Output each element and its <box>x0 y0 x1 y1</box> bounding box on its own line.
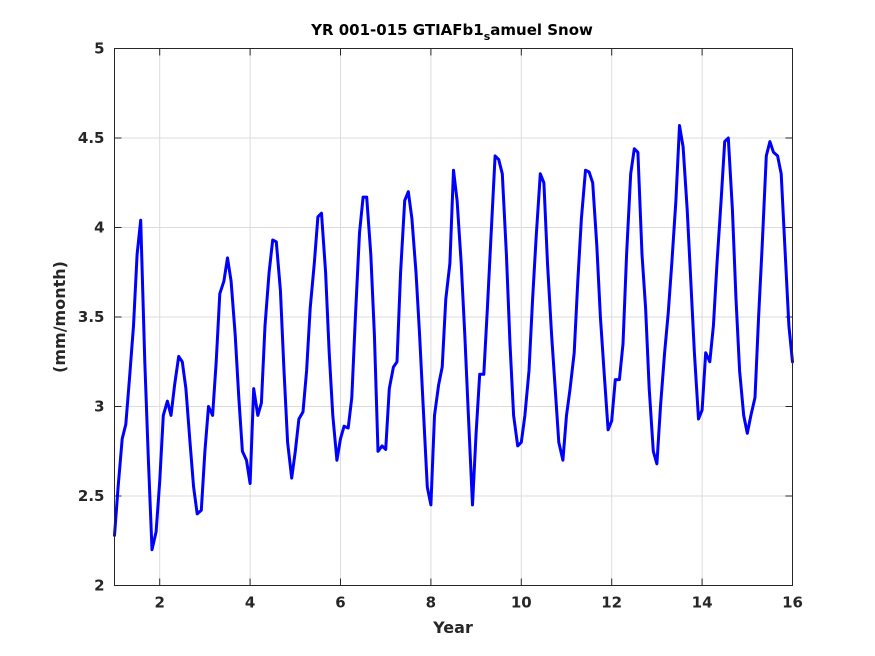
title-subscript: s <box>484 30 491 43</box>
y-tick-label: 5 <box>94 40 104 58</box>
x-tick-label: 6 <box>335 594 345 612</box>
y-tick-label: 2 <box>94 577 104 595</box>
x-tick-label: 16 <box>782 594 803 612</box>
y-tick-label: 2.5 <box>78 487 105 505</box>
plot-frame <box>114 48 793 586</box>
y-tick-label: 4.5 <box>78 129 105 147</box>
x-tick-label: 4 <box>245 594 255 612</box>
y-tick-label: 4 <box>94 219 104 237</box>
y-tick-label: 3 <box>94 398 104 416</box>
title-main: YR 001-015 GTIAFb1 <box>310 21 484 39</box>
x-tick-label: 8 <box>426 594 436 612</box>
chart-title: YR 001-015 GTIAFb1samuel Snow <box>310 21 593 43</box>
x-tick-labels: 2 4 6 8 10 12 14 16 <box>154 594 802 612</box>
x-tick-label: 10 <box>511 594 532 612</box>
y-axis-label: (mm/month) <box>50 261 69 373</box>
x-tick-label: 14 <box>692 594 713 612</box>
x-tick-label: 2 <box>154 594 164 612</box>
title-rest: amuel Snow <box>490 21 593 39</box>
y-tick-labels: 2 2.5 3 3.5 4 4.5 5 <box>78 40 105 595</box>
x-tick-label: 12 <box>601 594 622 612</box>
series-group <box>113 124 794 552</box>
series-line <box>113 124 794 552</box>
x-axis-label: Year <box>432 618 473 637</box>
y-tick-label: 3.5 <box>78 308 105 326</box>
